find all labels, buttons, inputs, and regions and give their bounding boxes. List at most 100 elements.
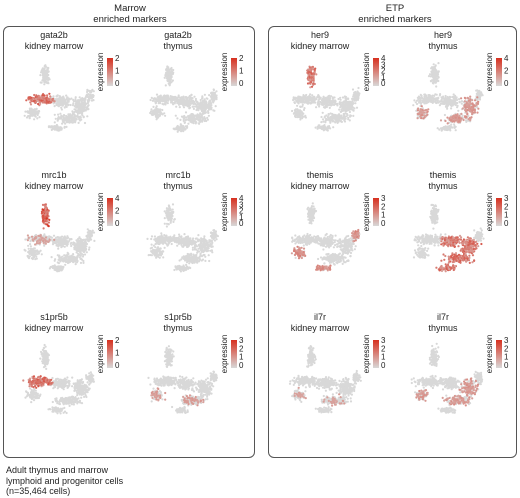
cell-point-expressing: [456, 113, 459, 116]
cell-point-expressing: [466, 96, 469, 99]
cell-point: [157, 108, 161, 111]
cell-point: [166, 102, 169, 105]
cell-point: [318, 105, 321, 108]
cell-point: [178, 127, 181, 131]
cell-point: [442, 95, 445, 98]
cell-point: [44, 65, 48, 68]
cell-point-expressing: [426, 113, 429, 116]
cell-point: [60, 98, 64, 101]
cell-point-expressing: [313, 72, 316, 76]
cell-point: [77, 242, 80, 245]
cell-point: [351, 88, 355, 91]
cell-point: [56, 268, 59, 271]
cell-point: [176, 124, 179, 128]
cell-point: [74, 263, 77, 266]
cell-point: [87, 93, 90, 96]
cell-point: [455, 102, 459, 105]
cell-point: [302, 112, 305, 115]
cell-point-expressing: [312, 82, 315, 85]
cell-point: [326, 129, 329, 132]
cell-point: [184, 102, 187, 105]
cell-point: [165, 234, 168, 237]
cell-point: [30, 107, 33, 110]
cell-point: [311, 99, 314, 103]
cell-point: [179, 118, 182, 121]
cell-point: [163, 112, 166, 115]
cell-point: [68, 258, 71, 261]
cell-point: [170, 242, 173, 246]
cell-point: [52, 234, 56, 237]
cell-point: [74, 98, 77, 101]
cell-point: [67, 114, 70, 118]
cell-point: [80, 118, 83, 121]
cell-point: [197, 106, 200, 109]
cell-point: [322, 120, 325, 123]
cell-point: [168, 79, 171, 83]
cell-point: [193, 105, 197, 108]
cell-point: [70, 244, 73, 248]
cell-point: [85, 93, 88, 96]
cell-point: [423, 100, 426, 103]
cell-point: [206, 110, 210, 113]
cell-point: [56, 239, 59, 242]
cell-point: [452, 93, 455, 96]
cell-point: [343, 115, 346, 118]
cell-point: [155, 106, 158, 109]
cell-point: [91, 229, 94, 232]
cell-point-expressing: [40, 212, 44, 215]
cell-point: [84, 97, 87, 101]
cell-point: [353, 107, 356, 110]
cell-point: [167, 78, 171, 81]
cell-point-expressing: [46, 210, 50, 213]
cell-point: [149, 110, 153, 113]
cell-point: [53, 264, 56, 267]
cell-point: [89, 238, 93, 241]
cell-point: [35, 107, 38, 110]
cell-point-expressing: [453, 118, 456, 121]
cell-points: [412, 62, 484, 132]
cell-point: [317, 95, 320, 98]
cell-point: [325, 100, 328, 103]
cell-point: [458, 101, 461, 104]
cell-point: [294, 108, 297, 111]
cell-point: [50, 256, 53, 259]
cell-point: [55, 125, 58, 128]
cell-point-expressing: [47, 98, 50, 101]
cell-point: [152, 113, 155, 116]
cell-point-expressing: [41, 94, 44, 97]
umap-panel-her9-thymus: her9 thymus expression 4 2 0: [397, 30, 517, 170]
cell-point: [339, 106, 342, 109]
cell-point: [339, 96, 342, 99]
cell-point: [440, 98, 443, 102]
cell-point: [67, 118, 70, 121]
cell-point: [155, 101, 158, 104]
cell-point: [336, 118, 339, 121]
cell-point: [208, 94, 211, 97]
cell-point-expressing: [468, 101, 471, 104]
cell-point: [310, 97, 313, 101]
cell-point: [170, 71, 173, 74]
cell-point: [27, 247, 30, 250]
cell-point: [294, 114, 297, 117]
cell-point: [165, 225, 168, 228]
cell-point: [333, 116, 337, 120]
cell-point: [451, 95, 454, 99]
cell-point: [48, 236, 51, 239]
cell-point: [58, 255, 61, 258]
cell-point: [90, 232, 93, 235]
cell-point: [428, 73, 432, 76]
cell-point: [158, 95, 162, 98]
cell-point: [46, 74, 49, 77]
cell-point-expressing: [45, 99, 48, 102]
cell-point: [60, 114, 63, 117]
cell-point: [184, 118, 187, 122]
cell-point: [160, 99, 163, 102]
cell-point: [170, 66, 173, 70]
cell-point: [207, 114, 210, 117]
cell-point: [427, 94, 430, 97]
cell-point: [458, 98, 461, 101]
cell-point: [83, 102, 86, 105]
umap-panel-mrc1b-thymus: mrc1b thymus expression 4 3 2 1 0: [132, 170, 252, 310]
cell-point: [76, 109, 79, 112]
cell-point: [336, 102, 339, 105]
